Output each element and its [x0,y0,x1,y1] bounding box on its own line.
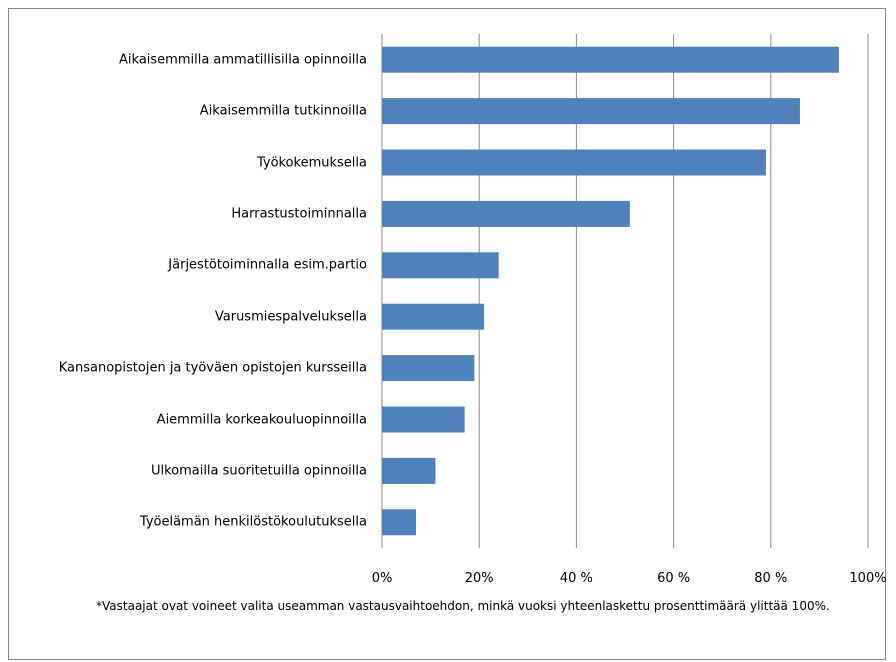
y-tick-label: Työelämän henkilöstökoulutuksella [139,514,367,530]
x-tick-label: 80 % [754,571,788,586]
y-tick-label: Ulkomailla suoritetuilla opinnoilla [150,463,367,479]
bar [382,200,630,227]
y-tick-label: Varusmiespalveluksella [214,309,367,325]
x-tick-label: 60 % [657,571,691,586]
y-tick-label: Kansanopistojen ja työväen opistojen kur… [58,360,367,376]
y-tick-label: Harrastustoiminnalla [231,206,367,222]
bar [382,355,475,382]
x-tick-label: 0% [371,571,393,586]
y-tick-label: Työkokemuksella [256,155,367,170]
bar [382,252,499,279]
footnote: *Vastaajat ovat voineet valita useamman … [96,599,830,613]
x-tick-label: 100% [849,571,887,586]
bar [382,98,800,125]
y-tick-label: Järjestötoiminnalla esim.partio [168,257,367,273]
y-tick-label: Aiemmilla korkeakouluopinnoilla [156,412,367,427]
bar [382,406,465,433]
bar [382,509,417,536]
bar [382,303,485,330]
chart-frame [8,8,886,660]
y-tick-label: Aikaisemmilla ammatillisilla opinnoilla [119,52,367,68]
bar [382,457,436,484]
x-tick-label: 40 % [559,571,593,586]
x-tick-label: 20% [464,571,494,586]
y-tick-label: Aikaisemmilla tutkinnoilla [199,103,367,119]
bar [382,149,766,176]
bar [382,46,839,73]
